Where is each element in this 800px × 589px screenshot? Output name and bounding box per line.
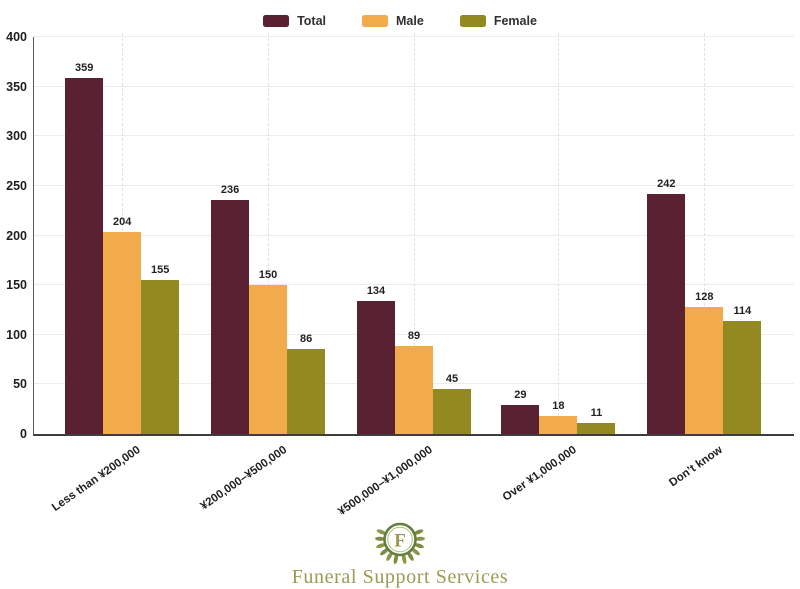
legend-label-total: Total	[297, 14, 327, 28]
brand-name: Funeral Support Services	[291, 566, 509, 588]
bar-total-3	[501, 405, 540, 434]
legend-label-male: Male	[396, 14, 424, 28]
bar-value-label: 242	[657, 177, 676, 190]
bar-value-label: 18	[552, 400, 565, 413]
bar-value-label: 155	[150, 264, 170, 277]
laurel-wreath-icon	[375, 529, 425, 564]
legend-swatch-male	[362, 15, 389, 27]
brand-footer: F Funeral Support Services	[0, 517, 800, 589]
x-tick-label: Don’t know	[667, 444, 726, 490]
legend-item-total: Total	[263, 14, 326, 28]
y-tick-label: 100	[6, 327, 27, 342]
legend-item-male: Male	[362, 14, 424, 28]
y-tick-label: 400	[6, 30, 27, 44]
brand-logo-emblem: F	[375, 522, 425, 564]
bar-value-label: 11	[590, 407, 603, 420]
y-tick-label: 0	[20, 427, 27, 441]
bar-male-3	[539, 416, 578, 434]
y-tick-label: 50	[13, 377, 27, 392]
bar-value-label: 150	[258, 269, 278, 282]
category-gridline	[558, 33, 560, 434]
bar-total-1	[211, 199, 250, 434]
chart-legend: Total Male Female	[0, 14, 800, 28]
legend-label-female: Female	[493, 14, 537, 28]
bar-male-0	[103, 231, 142, 434]
bar-value-label: 359	[74, 61, 94, 74]
legend-item-female: Female	[459, 14, 537, 28]
bar-female-3	[577, 423, 616, 434]
bar-total-4	[647, 193, 686, 434]
bar-value-label: 89	[407, 329, 421, 342]
legend-swatch-female	[459, 15, 486, 27]
plot-area: 0 50 100 150 200 250 300 350 400 359 204 155 Less th…	[6, 30, 794, 518]
category-gridline	[414, 33, 415, 434]
bar-value-label: 114	[733, 304, 752, 317]
bar-total-0	[65, 77, 104, 434]
category-gridline	[268, 33, 270, 434]
bar-male-4	[685, 306, 724, 434]
x-tick-label: Less than ¥200,000	[50, 444, 144, 514]
bar-value-label: 45	[445, 373, 459, 386]
bar-male-2	[395, 345, 433, 434]
brand-monogram: F	[394, 531, 406, 552]
bar-female-4	[723, 320, 762, 434]
bar-value-label: 128	[695, 290, 714, 303]
bar-value-label: 204	[112, 215, 132, 228]
bar-value-label: 134	[366, 285, 386, 298]
x-tick-label: Over ¥1,000,000	[501, 444, 580, 504]
y-tick-label: 350	[6, 79, 27, 94]
bar-value-label: 236	[220, 183, 240, 196]
bar-total-2	[357, 301, 395, 434]
category-gridline	[704, 33, 706, 434]
y-tick-label: 150	[6, 278, 27, 293]
bar-female-0	[141, 280, 180, 434]
bar-value-label: 29	[514, 389, 527, 402]
bar-male-1	[249, 285, 288, 434]
y-tick-label: 300	[6, 129, 27, 144]
bar-female-1	[287, 348, 326, 434]
bar-female-2	[433, 389, 471, 434]
y-tick-label: 200	[6, 228, 27, 243]
legend-swatch-total	[263, 15, 290, 27]
bar-value-label: 86	[299, 332, 313, 345]
y-tick-label: 250	[6, 178, 27, 193]
x-tick-label: ¥200,000–¥500,000	[198, 444, 289, 513]
x-tick-label: ¥500,000–¥1,000,000	[336, 444, 435, 519]
